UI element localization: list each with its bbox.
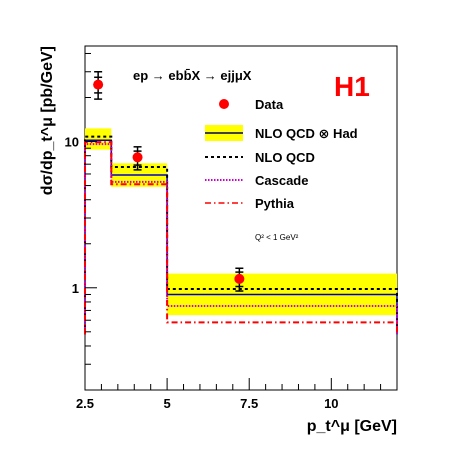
data-point xyxy=(234,273,245,284)
axis-ticks-layer: 2.5 5 7.5 10 1 10 xyxy=(65,52,398,411)
legend: Data NLO QCD ⊗ Had NLO QCD Cascade Pythi… xyxy=(205,97,358,242)
y-axis-title: dσ/dp_t^μ [pb/GeV] xyxy=(39,46,56,195)
x-tick-label: 7.5 xyxy=(240,396,258,411)
legend-nlo-label: NLO QCD xyxy=(255,150,315,165)
theory-lines-layer xyxy=(84,135,398,335)
y-tick-label: 1 xyxy=(72,281,79,296)
y-tick-label: 10 xyxy=(65,135,79,150)
legend-data-label: Data xyxy=(255,97,284,112)
legend-data-marker xyxy=(219,99,229,109)
data-point xyxy=(132,152,143,163)
series-line-nlo-qcd xyxy=(84,135,398,335)
process-label: ep → ebb̄X → ejjμX xyxy=(133,68,252,83)
nlo-had-band-bin xyxy=(85,128,112,150)
series-line-nlo-qcd-had xyxy=(84,139,398,335)
x-tick-label: 2.5 xyxy=(76,396,94,411)
legend-nlo-had-label: NLO QCD ⊗ Had xyxy=(255,126,358,141)
q2-cut-label: Q² < 1 GeV² xyxy=(255,233,299,242)
series-line-cascade xyxy=(84,143,398,335)
data-points-layer xyxy=(93,71,245,292)
data-point xyxy=(93,79,104,90)
x-tick-label: 5 xyxy=(163,396,170,411)
legend-pythia-label: Pythia xyxy=(255,196,295,211)
experiment-label: H1 xyxy=(334,71,370,102)
series-line-pythia xyxy=(84,141,398,335)
legend-cascade-label: Cascade xyxy=(255,173,308,188)
x-tick-label: 10 xyxy=(324,396,338,411)
x-axis-title: p_t^μ [GeV] xyxy=(307,418,397,435)
